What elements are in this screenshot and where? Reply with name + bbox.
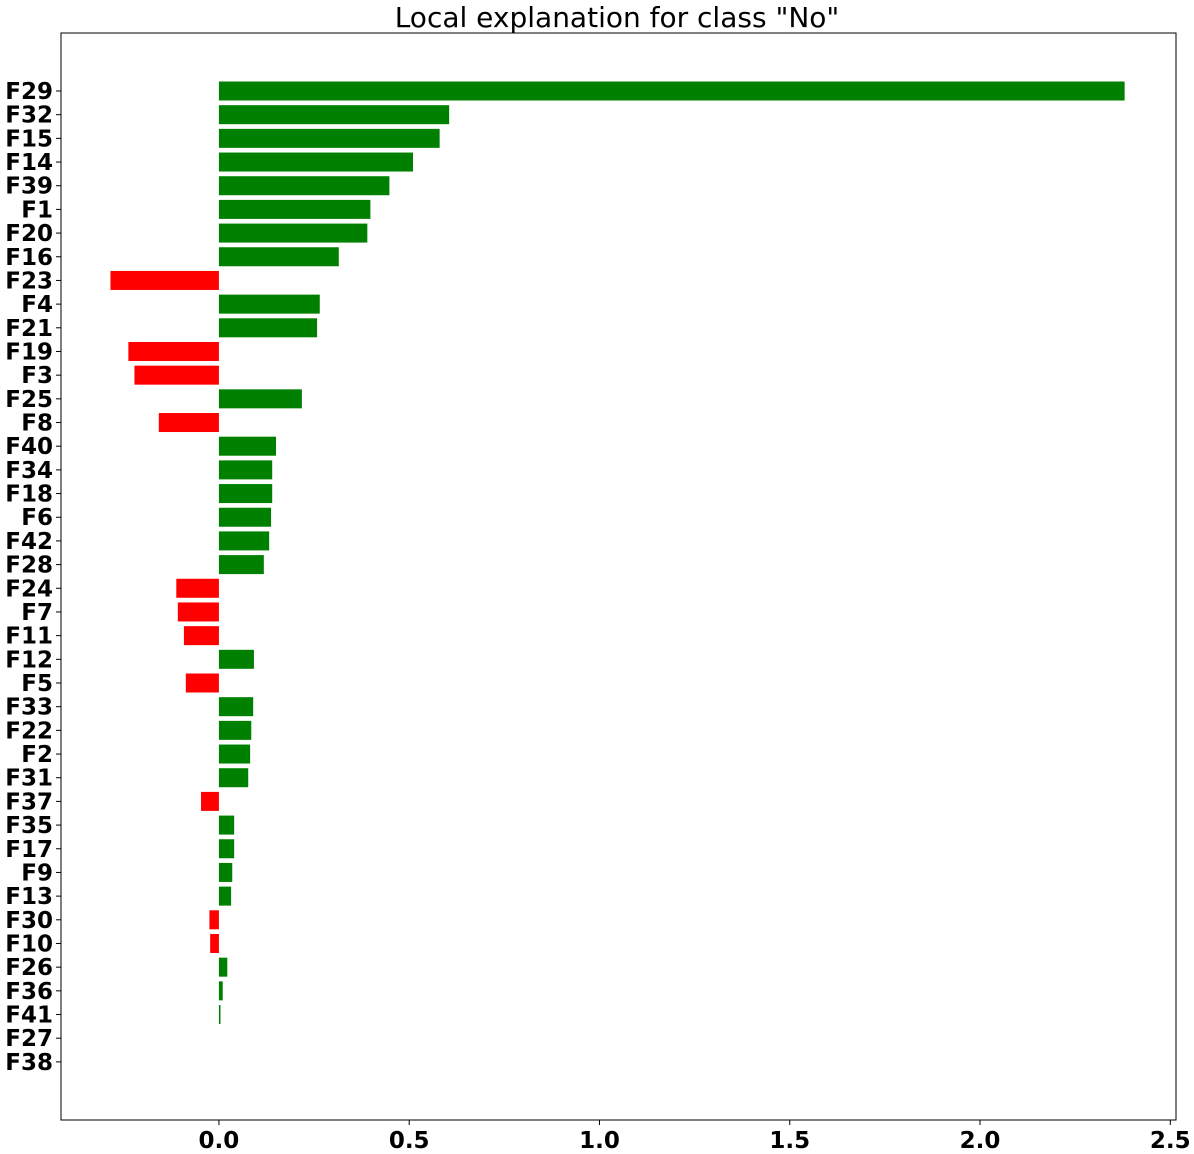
bar-f30	[209, 910, 219, 930]
x-tick-label: 0.5	[389, 1128, 430, 1154]
y-tick-label: F18	[5, 482, 53, 508]
y-tick-label: F13	[5, 884, 53, 910]
y-tick-label: F33	[5, 695, 53, 721]
y-tick-label: F9	[21, 860, 53, 886]
y-tick-label: F6	[21, 505, 53, 531]
bar-f37	[201, 791, 219, 811]
bar-f14	[218, 152, 414, 172]
y-tick-label: F22	[5, 718, 53, 744]
bar-f7	[177, 602, 219, 622]
bar-f3	[134, 365, 219, 385]
bar-f41	[218, 1005, 221, 1025]
bar-f13	[218, 886, 232, 906]
y-tick-label: F5	[21, 671, 53, 697]
y-tick-label: F37	[5, 789, 53, 815]
y-tick-label: F35	[5, 813, 53, 839]
bars-group	[110, 81, 1125, 1025]
y-tick-label: F32	[5, 103, 53, 129]
bar-f25	[218, 389, 302, 409]
y-tick-label: F23	[5, 268, 53, 294]
x-tick-label: 2.5	[1150, 1128, 1191, 1154]
bar-f11	[183, 626, 219, 646]
bar-f29	[218, 81, 1125, 101]
bar-f5	[185, 673, 219, 693]
y-tick-label: F16	[5, 245, 53, 271]
bar-f4	[218, 294, 320, 314]
bar-f17	[218, 839, 235, 859]
y-tick-label: F1	[21, 197, 53, 223]
y-tick-label: F25	[5, 387, 53, 413]
y-tick-label: F34	[5, 458, 53, 484]
bar-f24	[176, 578, 219, 598]
bar-f23	[110, 270, 219, 290]
bar-f2	[218, 744, 251, 764]
bar-f26	[218, 957, 228, 977]
bar-f35	[218, 815, 235, 835]
x-ticks: 0.0 0.5 1.0 1.5 2.0 2.5	[199, 1120, 1191, 1154]
bar-f10	[210, 933, 219, 953]
bar-f16	[218, 247, 339, 267]
bar-f39	[218, 176, 390, 196]
y-tick-label: F2	[21, 742, 53, 768]
bar-f40	[218, 436, 277, 456]
y-tick-label: F4	[21, 292, 53, 318]
y-tick-label: F7	[21, 600, 53, 626]
bar-f21	[218, 318, 318, 338]
bar-f32	[218, 105, 450, 125]
bar-f1	[218, 199, 371, 219]
y-tick-label: F10	[5, 931, 53, 957]
y-tick-label: F14	[5, 150, 53, 176]
y-tick-label: F36	[5, 979, 53, 1005]
y-tick-label: F26	[5, 955, 53, 981]
y-tick-label: F8	[21, 411, 53, 437]
y-tick-label: F42	[5, 529, 53, 555]
y-tick-label: F39	[5, 174, 53, 200]
y-tick-label: F41	[5, 1003, 53, 1029]
plot-frame	[60, 32, 1177, 1121]
bar-f33	[218, 697, 254, 717]
y-tick-label: F38	[5, 1050, 53, 1076]
y-tick-label: F17	[5, 837, 53, 863]
bar-f18	[218, 484, 273, 504]
x-tick-label: 2.0	[960, 1128, 1001, 1154]
x-tick-label: 1.0	[579, 1128, 620, 1154]
y-tick-label: F27	[5, 1026, 53, 1052]
y-tick-label: F24	[5, 576, 53, 602]
x-tick-label: 0.0	[199, 1128, 240, 1154]
y-tick-label: F30	[5, 908, 53, 934]
y-tick-label: F31	[5, 766, 53, 792]
bar-f42	[218, 531, 270, 551]
y-tick-label: F21	[5, 316, 53, 342]
bar-f19	[128, 341, 219, 361]
y-tick-label: F40	[5, 434, 53, 460]
bar-f15	[218, 128, 440, 148]
x-tick-label: 1.5	[769, 1128, 810, 1154]
bar-f22	[218, 720, 252, 740]
y-tick-label: F15	[5, 126, 53, 152]
bar-f34	[218, 460, 273, 480]
y-tick-labels: F29F32F15F14F39F1F20F16F23F4F21F19F3F25F…	[5, 79, 61, 1076]
y-tick-label: F20	[5, 221, 53, 247]
bar-f6	[218, 507, 272, 527]
bar-f31	[218, 768, 249, 788]
bar-f8	[158, 413, 219, 433]
bar-f36	[218, 981, 223, 1001]
y-tick-label: F3	[21, 363, 53, 389]
y-tick-label: F28	[5, 553, 53, 579]
y-tick-label: F29	[5, 79, 53, 105]
bar-f20	[218, 223, 368, 243]
bar-f9	[218, 862, 233, 882]
chart-title: Local explanation for class "No"	[395, 1, 840, 34]
y-tick-label: F11	[5, 624, 53, 650]
bar-f12	[218, 649, 254, 669]
y-tick-label: F19	[5, 339, 53, 365]
y-tick-label: F12	[5, 647, 53, 673]
bar-f28	[218, 555, 264, 575]
